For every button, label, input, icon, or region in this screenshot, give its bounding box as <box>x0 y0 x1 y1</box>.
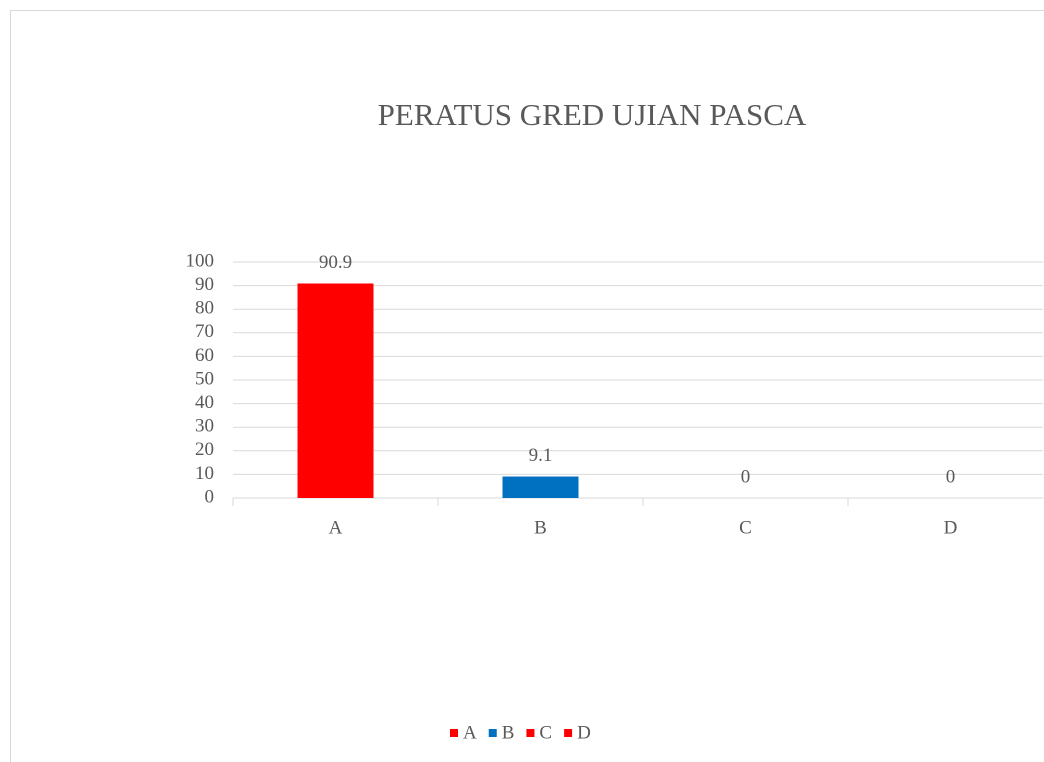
bar <box>502 476 579 498</box>
legend-swatch <box>488 729 497 737</box>
x-tick-label: A <box>329 517 343 538</box>
y-tick-label: 100 <box>186 250 215 271</box>
y-tick-label: 0 <box>205 486 215 507</box>
y-tick-label: 60 <box>195 345 214 366</box>
legend-swatch <box>450 729 458 737</box>
legend-label: A <box>463 722 477 743</box>
legend-swatch <box>526 729 535 737</box>
data-label: 9.1 <box>529 445 553 466</box>
y-tick-label: 80 <box>195 298 214 319</box>
y-tick-label: 50 <box>195 368 214 389</box>
data-label: 0 <box>946 466 956 487</box>
legend-swatch <box>564 729 573 737</box>
y-tick-label: 70 <box>195 321 214 342</box>
legend-label: C <box>539 722 552 743</box>
chart-title: PERATUS GRED UJIAN PASCA <box>378 97 807 132</box>
y-tick-label: 20 <box>195 439 214 460</box>
y-tick-label: 30 <box>195 416 214 437</box>
data-label: 0 <box>741 466 751 487</box>
x-tick-label: B <box>534 517 547 538</box>
data-label: 90.9 <box>319 252 352 273</box>
y-tick-label: 90 <box>195 274 214 295</box>
x-tick-label: C <box>739 517 752 538</box>
legend-label: B <box>502 722 515 743</box>
legend-label: D <box>577 722 591 743</box>
y-tick-label: 10 <box>195 463 214 484</box>
bar <box>297 283 374 498</box>
y-tick-label: 40 <box>195 392 214 413</box>
x-tick-label: D <box>944 517 958 538</box>
